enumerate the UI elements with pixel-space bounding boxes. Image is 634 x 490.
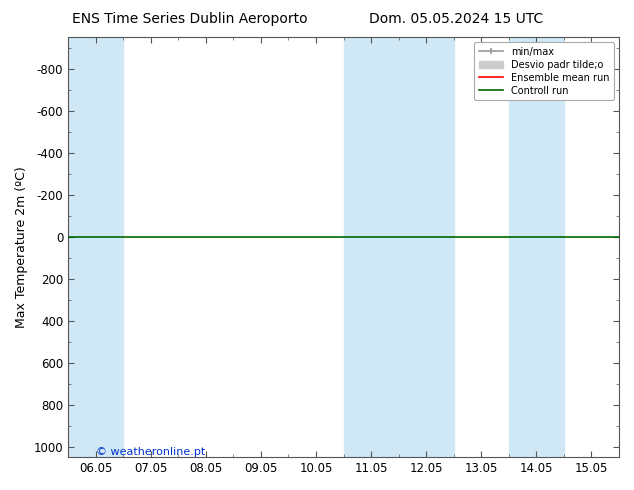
Text: Dom. 05.05.2024 15 UTC: Dom. 05.05.2024 15 UTC [370, 12, 543, 26]
Legend: min/max, Desvio padr tilde;o, Ensemble mean run, Controll run: min/max, Desvio padr tilde;o, Ensemble m… [474, 42, 614, 100]
Bar [344, 37, 399, 457]
Bar [509, 37, 564, 457]
Y-axis label: Max Temperature 2m (ºC): Max Temperature 2m (ºC) [15, 166, 28, 328]
Text: ENS Time Series Dublin Aeroporto: ENS Time Series Dublin Aeroporto [72, 12, 308, 26]
Bar [399, 37, 454, 457]
Bar [68, 37, 123, 457]
Text: © weatheronline.pt: © weatheronline.pt [96, 447, 205, 457]
